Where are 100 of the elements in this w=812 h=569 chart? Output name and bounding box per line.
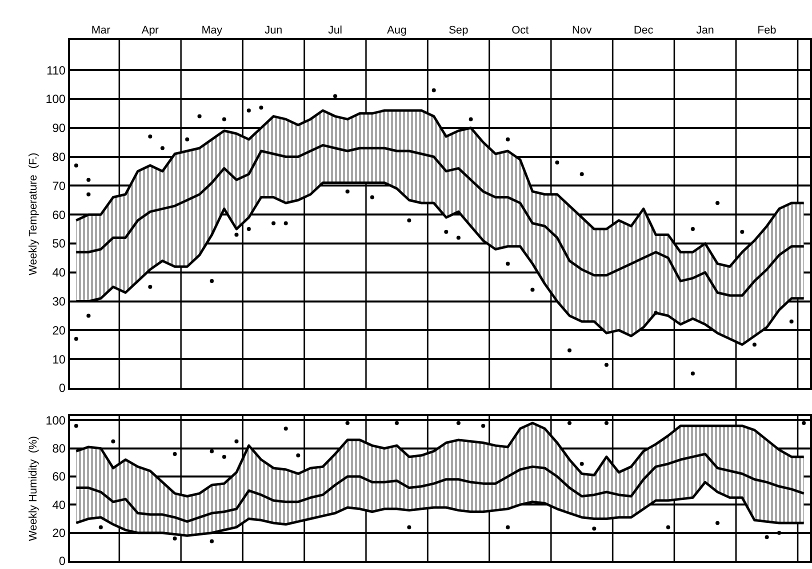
- point: [468, 117, 473, 122]
- point: [604, 421, 608, 426]
- point: [86, 314, 90, 318]
- point: [752, 342, 756, 347]
- point: [333, 94, 338, 98]
- point: [580, 462, 584, 466]
- point: [407, 525, 412, 530]
- y-tick-label: 10: [52, 352, 66, 366]
- point: [234, 439, 238, 444]
- point: [222, 454, 226, 459]
- x-tick-label: Dec: [634, 24, 654, 37]
- point: [456, 421, 460, 426]
- y-tick-label: 0: [58, 554, 66, 568]
- line-series: [74, 452, 806, 523]
- point: [210, 449, 214, 454]
- point: [160, 146, 164, 150]
- y-tick-label: 40: [52, 266, 66, 280]
- point: [654, 310, 658, 315]
- point: [690, 372, 695, 376]
- point: [284, 221, 288, 226]
- point: [234, 232, 238, 237]
- x-tick-label: May: [201, 24, 223, 37]
- y-tick-label: 20: [52, 323, 66, 338]
- point: [764, 535, 769, 540]
- x-tick-label: Aug: [387, 24, 407, 37]
- point: [555, 160, 560, 165]
- point: [284, 426, 288, 431]
- y-axis-title: Weekly Temperature (F.): [28, 152, 40, 276]
- point: [740, 230, 744, 234]
- y-axis-title: Weekly Humidity (%): [28, 436, 40, 541]
- y-tick-label: 0: [58, 381, 66, 396]
- point: [210, 539, 214, 544]
- point: [148, 284, 152, 289]
- point: [296, 453, 300, 458]
- point: [690, 227, 695, 232]
- x-tick-label: Jul: [328, 24, 342, 37]
- y-tick-label: 100: [46, 413, 66, 428]
- point: [592, 526, 596, 531]
- point: [272, 221, 276, 226]
- point: [407, 218, 412, 222]
- x-tick-label: Mar: [91, 24, 111, 37]
- point: [481, 424, 486, 428]
- point: [74, 424, 78, 428]
- point: [444, 230, 448, 234]
- point: [506, 525, 510, 530]
- point: [580, 172, 584, 176]
- point: [394, 421, 399, 426]
- point: [86, 178, 90, 182]
- y-tick-label: 100: [46, 92, 66, 106]
- point: [222, 117, 226, 122]
- point: [246, 227, 251, 232]
- point: [506, 137, 510, 142]
- point: [802, 421, 806, 426]
- point: [74, 163, 78, 168]
- y-tick-label: 80: [52, 442, 66, 456]
- x-tick-label: Feb: [757, 24, 776, 37]
- point: [346, 189, 350, 194]
- point: [456, 236, 460, 240]
- point: [210, 279, 214, 284]
- point: [530, 288, 534, 292]
- x-tick-label: Jun: [264, 24, 282, 37]
- x-tick-label: Nov: [572, 24, 592, 37]
- point: [666, 525, 670, 530]
- point: [346, 421, 350, 426]
- y-tick-label: 110: [46, 63, 66, 78]
- y-tick-label: 20: [52, 526, 66, 540]
- point: [198, 114, 202, 118]
- y-tick-label: 80: [52, 150, 66, 164]
- y-tick-label: 50: [52, 236, 66, 251]
- point: [172, 536, 177, 540]
- y-tick-label: 40: [52, 498, 66, 512]
- point: [716, 201, 720, 206]
- point: [716, 520, 720, 525]
- point: [246, 108, 251, 113]
- x-tick-label: Apr: [142, 24, 160, 37]
- point: [111, 439, 116, 444]
- point: [604, 362, 608, 367]
- point: [259, 106, 264, 110]
- point: [506, 262, 510, 266]
- y-tick-label: 60: [52, 470, 66, 484]
- point: [74, 336, 78, 341]
- point: [86, 192, 90, 196]
- point: [777, 530, 782, 535]
- y-tick-label: 70: [52, 178, 66, 193]
- point: [568, 421, 572, 426]
- point: [172, 452, 177, 456]
- point: [98, 525, 103, 530]
- point: [185, 137, 190, 142]
- point: [148, 134, 152, 139]
- x-tick-label: Oct: [512, 24, 529, 37]
- y-tick-label: 30: [52, 294, 66, 308]
- y-tick-label: 60: [52, 208, 66, 222]
- point: [432, 88, 436, 92]
- point: [568, 348, 572, 352]
- point: [790, 320, 794, 324]
- x-tick-label: Jan: [696, 24, 714, 37]
- line-series: [74, 144, 806, 297]
- y-tick-label: 90: [52, 121, 66, 136]
- x-tick-label: Sep: [448, 24, 468, 37]
- point: [370, 195, 374, 200]
